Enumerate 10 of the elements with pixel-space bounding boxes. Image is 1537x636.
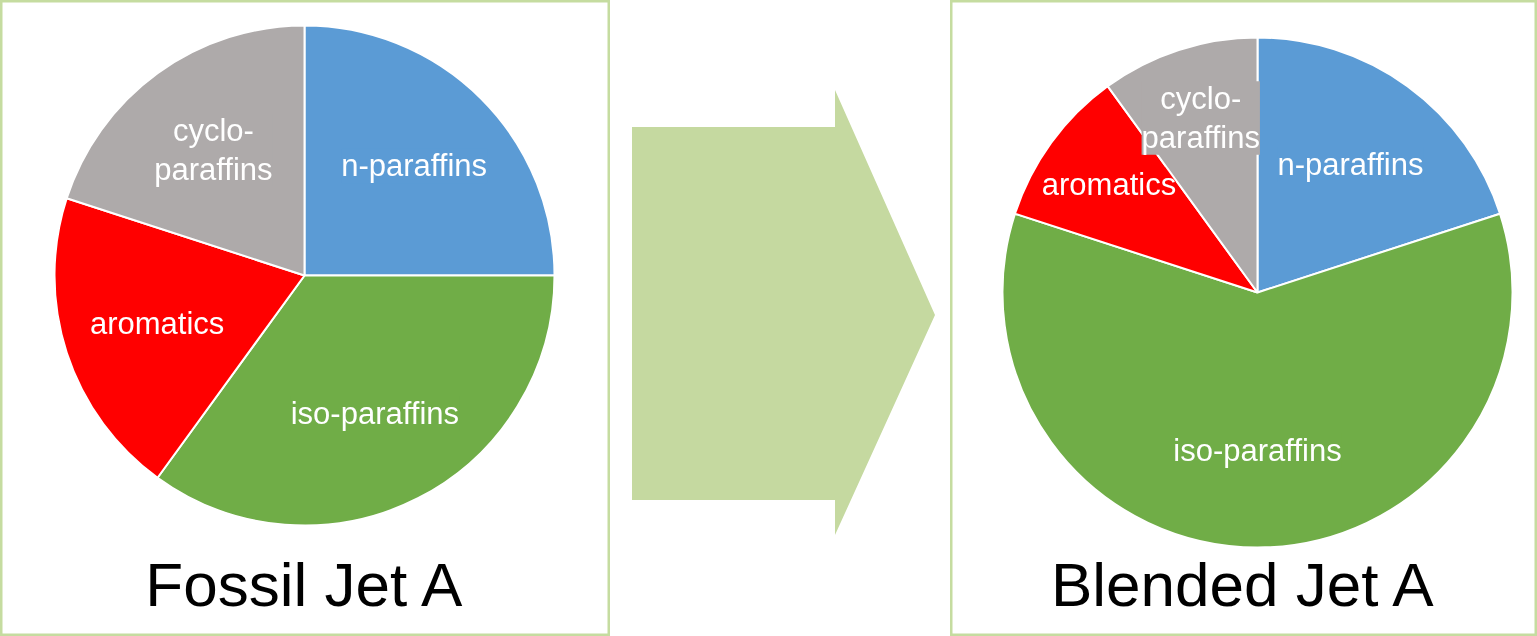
text: Blended Jet A [1050, 550, 1435, 619]
slice-label: aromatics [89, 305, 225, 341]
slice-label: cyclo- paraffins [154, 113, 273, 187]
slice-label: iso-paraffins [290, 396, 460, 432]
slice-label: cyclo- paraffins [1141, 81, 1260, 155]
text: Fossil Jet A [145, 550, 463, 619]
slice-label: aromatics [1041, 167, 1177, 203]
slice-label: iso-paraffins [1173, 433, 1342, 469]
slice-label: n-paraffins [341, 148, 488, 184]
slice-label: n-paraffins [1277, 147, 1424, 183]
